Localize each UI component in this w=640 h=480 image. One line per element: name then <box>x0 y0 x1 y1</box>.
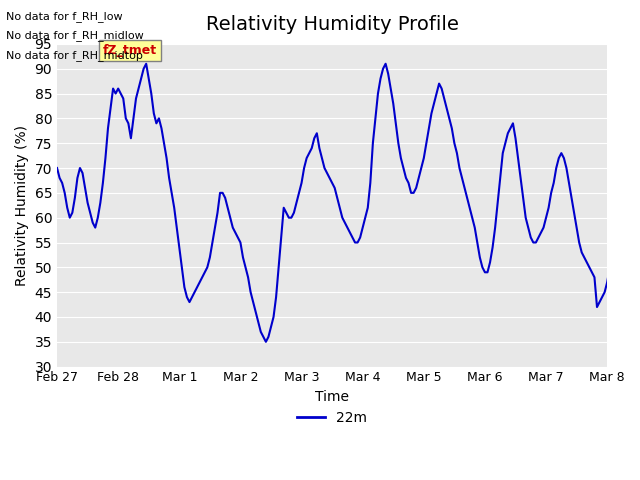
Text: fZ_tmet: fZ_tmet <box>103 44 157 57</box>
Y-axis label: Relativity Humidity (%): Relativity Humidity (%) <box>15 125 29 286</box>
Text: No data for f_RH_low: No data for f_RH_low <box>6 11 123 22</box>
Text: No data for f_RH_midlow: No data for f_RH_midlow <box>6 30 144 41</box>
Title: Relativity Humidity Profile: Relativity Humidity Profile <box>205 15 458 34</box>
Text: No data for f_RH_midtop: No data for f_RH_midtop <box>6 49 143 60</box>
Legend: 22m: 22m <box>292 406 372 431</box>
X-axis label: Time: Time <box>315 390 349 404</box>
